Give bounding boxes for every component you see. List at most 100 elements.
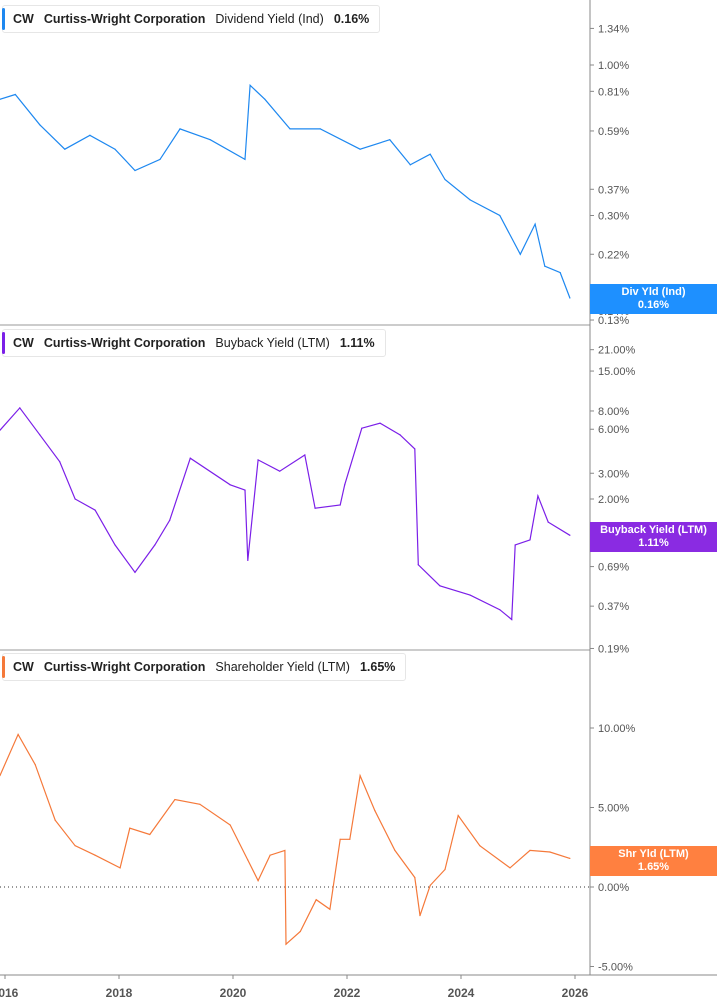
metric-value: 1.65% bbox=[359, 660, 396, 674]
data-point bbox=[344, 484, 346, 486]
data-point bbox=[549, 851, 551, 853]
y-tick-label: 2.00% bbox=[598, 494, 629, 506]
data-point bbox=[499, 214, 501, 217]
data-point bbox=[339, 504, 341, 506]
data-point bbox=[469, 199, 471, 201]
data-point bbox=[59, 461, 61, 463]
badge-value: 1.65% bbox=[637, 861, 670, 873]
y-tick-label: 0.19% bbox=[598, 643, 629, 655]
data-point bbox=[285, 943, 287, 945]
company-name: Curtiss-Wright Corporation bbox=[43, 336, 206, 350]
data-point bbox=[379, 422, 381, 424]
data-point bbox=[361, 427, 363, 429]
y-tick-label: 0.81% bbox=[598, 86, 629, 98]
series-line-dividend-yield-ind- bbox=[0, 83, 571, 299]
data-point bbox=[529, 539, 531, 541]
data-point bbox=[349, 838, 351, 840]
data-point bbox=[569, 534, 571, 536]
y-tick-label: 5.00% bbox=[598, 803, 629, 815]
data-point bbox=[159, 158, 161, 160]
data-point bbox=[374, 810, 376, 812]
data-point bbox=[394, 849, 396, 852]
data-point bbox=[114, 544, 116, 546]
data-point bbox=[39, 434, 41, 436]
data-point bbox=[244, 158, 246, 160]
data-point bbox=[94, 854, 96, 856]
badge-label: Buyback Yield (LTM) bbox=[600, 524, 707, 536]
data-point bbox=[444, 868, 446, 871]
data-point bbox=[89, 134, 91, 136]
x-tick-label: 2018 bbox=[106, 986, 133, 1000]
data-point bbox=[189, 457, 191, 459]
x-tick-label: 2016 bbox=[0, 986, 19, 1000]
data-point bbox=[19, 407, 21, 409]
metric-value: 0.16% bbox=[333, 12, 370, 26]
y-tick-label: 0.13% bbox=[598, 315, 629, 327]
data-point bbox=[54, 819, 56, 821]
series-color-marker bbox=[2, 332, 5, 354]
x-tick-label: 2024 bbox=[448, 986, 475, 1000]
data-point bbox=[129, 827, 131, 829]
x-tick-label: 2022 bbox=[334, 986, 361, 1000]
x-tick-label: 2020 bbox=[220, 986, 247, 1000]
y-tick-label: 1.34% bbox=[598, 23, 629, 35]
ticker: CW bbox=[13, 12, 34, 26]
data-point bbox=[269, 854, 271, 856]
data-point bbox=[419, 915, 421, 917]
data-point bbox=[169, 519, 171, 521]
data-point bbox=[509, 867, 511, 869]
data-point bbox=[154, 544, 156, 546]
company-name: Curtiss-Wright Corporation bbox=[43, 660, 206, 674]
y-tick-label: 0.69% bbox=[598, 562, 629, 574]
data-point bbox=[119, 867, 121, 869]
ticker: CW bbox=[13, 660, 34, 674]
data-point bbox=[257, 880, 259, 882]
data-point bbox=[479, 845, 481, 847]
badge-value: 0.16% bbox=[637, 299, 670, 311]
data-point bbox=[319, 128, 321, 130]
series-color-marker bbox=[2, 8, 5, 30]
series-color-marker bbox=[2, 656, 5, 678]
data-point bbox=[314, 507, 316, 509]
data-point bbox=[414, 876, 416, 879]
data-point bbox=[519, 253, 521, 255]
badge-label: Shr Yld (LTM) bbox=[618, 848, 689, 860]
data-point bbox=[289, 128, 291, 130]
y-tick-label: 6.00% bbox=[598, 424, 629, 436]
data-point bbox=[34, 763, 36, 766]
data-point bbox=[529, 849, 531, 852]
data-point bbox=[134, 169, 136, 172]
data-point bbox=[514, 544, 516, 546]
data-point bbox=[279, 470, 281, 472]
metric-name: Shareholder Yield (LTM) bbox=[215, 660, 350, 674]
data-point bbox=[247, 859, 249, 861]
data-point bbox=[499, 609, 501, 611]
data-point bbox=[444, 178, 446, 181]
data-point bbox=[537, 495, 539, 497]
data-point bbox=[199, 803, 201, 805]
metric-name: Buyback Yield (LTM) bbox=[215, 336, 330, 350]
y-tick-label: 10.00% bbox=[598, 723, 636, 735]
data-point bbox=[244, 489, 246, 491]
dividend-yield-badge: Div Yld (Ind) 0.16% bbox=[590, 284, 717, 314]
y-tick-label: 0.00% bbox=[598, 882, 629, 894]
y-tick-label: 1.00% bbox=[598, 60, 629, 72]
data-point bbox=[209, 139, 211, 141]
data-point bbox=[534, 223, 536, 225]
y-tick-label: 8.00% bbox=[598, 406, 629, 418]
y-tick-label: 3.00% bbox=[598, 468, 629, 480]
data-point bbox=[359, 775, 361, 777]
y-tick-label: -5.00% bbox=[598, 962, 633, 974]
data-point bbox=[74, 498, 76, 500]
data-point bbox=[359, 148, 361, 150]
data-point bbox=[304, 454, 306, 456]
data-point bbox=[284, 849, 286, 852]
data-point bbox=[14, 93, 16, 96]
data-point bbox=[257, 459, 259, 461]
y-tick-label: 0.37% bbox=[598, 184, 629, 196]
data-point bbox=[547, 521, 549, 523]
data-point bbox=[94, 509, 96, 511]
badge-value: 1.11% bbox=[638, 537, 669, 549]
data-point bbox=[457, 814, 459, 817]
